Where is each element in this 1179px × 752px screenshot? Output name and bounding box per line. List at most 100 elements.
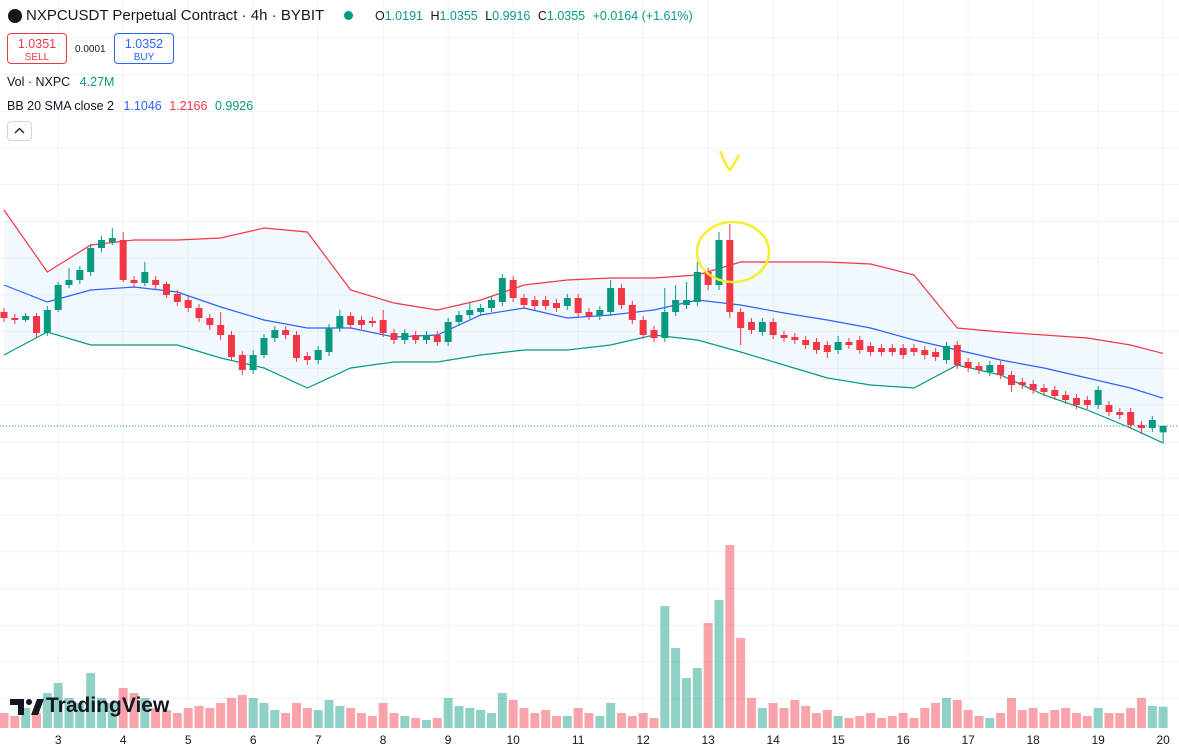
candle-body: [368, 321, 376, 323]
volume-bar: [1006, 698, 1016, 728]
candle-body: [32, 316, 40, 333]
candle-body: [379, 320, 387, 333]
candle-body: [119, 240, 127, 280]
volume-bar: [454, 706, 464, 728]
volume-bar: [356, 713, 366, 728]
volume-bar: [129, 693, 139, 728]
candle-body: [509, 280, 517, 298]
candle-body: [921, 350, 929, 355]
ohlc-value: 1.0191: [384, 9, 423, 23]
volume-bar: [866, 713, 876, 728]
sell-price: 1.0351: [17, 37, 57, 51]
volume-bar: [31, 713, 41, 728]
volume-bar: [909, 718, 919, 728]
volume-bar: [400, 716, 410, 728]
candle-body: [802, 340, 810, 345]
candle-body: [845, 342, 853, 345]
volume-bar: [541, 710, 551, 728]
volume-bar: [876, 718, 886, 728]
buy-button[interactable]: 1.0352 BUY: [114, 33, 174, 64]
candle-body: [693, 272, 701, 302]
volume-bar: [367, 716, 377, 728]
candle-body: [910, 348, 918, 352]
candle-body: [1137, 425, 1145, 428]
buy-price: 1.0352: [124, 37, 164, 51]
candle-body: [422, 335, 430, 340]
brand: TradingView: [46, 694, 170, 717]
volume-bar: [887, 716, 897, 728]
volume-label: Vol · NXPC: [7, 75, 71, 89]
volume-bar: [75, 703, 85, 728]
volume-bar: [21, 708, 31, 728]
candle-body: [466, 310, 474, 315]
volume-bar: [172, 713, 182, 728]
candle-body: [487, 300, 495, 308]
volume-legend: Vol · NXPC 4.27M: [7, 75, 114, 89]
candle-body: [87, 248, 95, 272]
candle-body: [747, 322, 755, 330]
volume-bar: [920, 708, 930, 728]
candle-body: [130, 280, 138, 283]
candle-body: [1105, 405, 1113, 412]
candle-body: [791, 337, 799, 340]
candle-body: [1148, 420, 1156, 428]
ohlc-value: 1.0355: [546, 9, 586, 23]
volume-bar: [833, 716, 843, 728]
x-tick-label: 4: [120, 733, 127, 747]
candle-body: [314, 350, 322, 360]
volume-bar: [562, 716, 572, 728]
sell-button[interactable]: 1.0351 SELL: [7, 33, 67, 64]
chevron: [14, 127, 25, 134]
candle-body: [54, 285, 62, 310]
candle-body: [325, 328, 333, 352]
candle-body: [585, 312, 593, 316]
candle-body: [1116, 412, 1124, 415]
candle-body: [596, 310, 604, 316]
candle-body: [108, 238, 116, 242]
volume-bar: [281, 713, 291, 728]
change-value: +0.0164 (+1.61%): [592, 9, 693, 23]
volume-bar: [941, 698, 951, 728]
volume-bar: [573, 708, 583, 728]
ohlc-value: 1.0355: [439, 9, 478, 23]
x-tick-label: 7: [315, 733, 322, 747]
collapse-button[interactable]: [7, 121, 32, 141]
x-tick-label: 6: [250, 733, 257, 747]
logo-shape: [10, 699, 24, 715]
ohlc-label: H: [430, 9, 440, 23]
volume-bar: [270, 710, 280, 728]
volume-bar: [627, 716, 637, 728]
candle-body: [823, 345, 831, 352]
volume-bar: [1028, 708, 1038, 728]
candle-body: [184, 300, 192, 308]
volume-bar: [248, 698, 258, 728]
candle-body: [1029, 384, 1037, 390]
candle-body: [617, 288, 625, 305]
volume-bar: [0, 713, 9, 728]
volume-bar: [302, 708, 312, 728]
bb-value: 0.9926: [214, 99, 254, 113]
x-tick-label: 3: [55, 733, 62, 747]
volume-bar: [844, 718, 854, 728]
logo-icon: [10, 699, 44, 715]
volume-bar: [1158, 706, 1168, 728]
candle-body: [292, 335, 300, 358]
candle-body: [238, 355, 246, 370]
chart-title: NXPCUSDT Perpetual Contract · 4h · BYBIT: [26, 7, 325, 24]
volume-bar: [963, 710, 973, 728]
volume-bar: [1147, 706, 1157, 728]
candle-body: [282, 330, 290, 335]
highlight-circle: [695, 220, 771, 284]
volume-bar: [584, 713, 594, 728]
highlight-mark: [718, 150, 741, 172]
volume-bar: [335, 706, 345, 728]
bb-line: [3, 209, 1164, 354]
volume-bar: [194, 706, 204, 728]
candle-body: [867, 346, 875, 352]
sell-label: SELL: [24, 52, 50, 63]
band-fill: [4, 210, 1164, 443]
x-tick-label: 15: [831, 733, 845, 747]
candle-body: [628, 305, 636, 320]
volume-bar: [1017, 710, 1027, 728]
volume-bar: [1093, 708, 1103, 728]
